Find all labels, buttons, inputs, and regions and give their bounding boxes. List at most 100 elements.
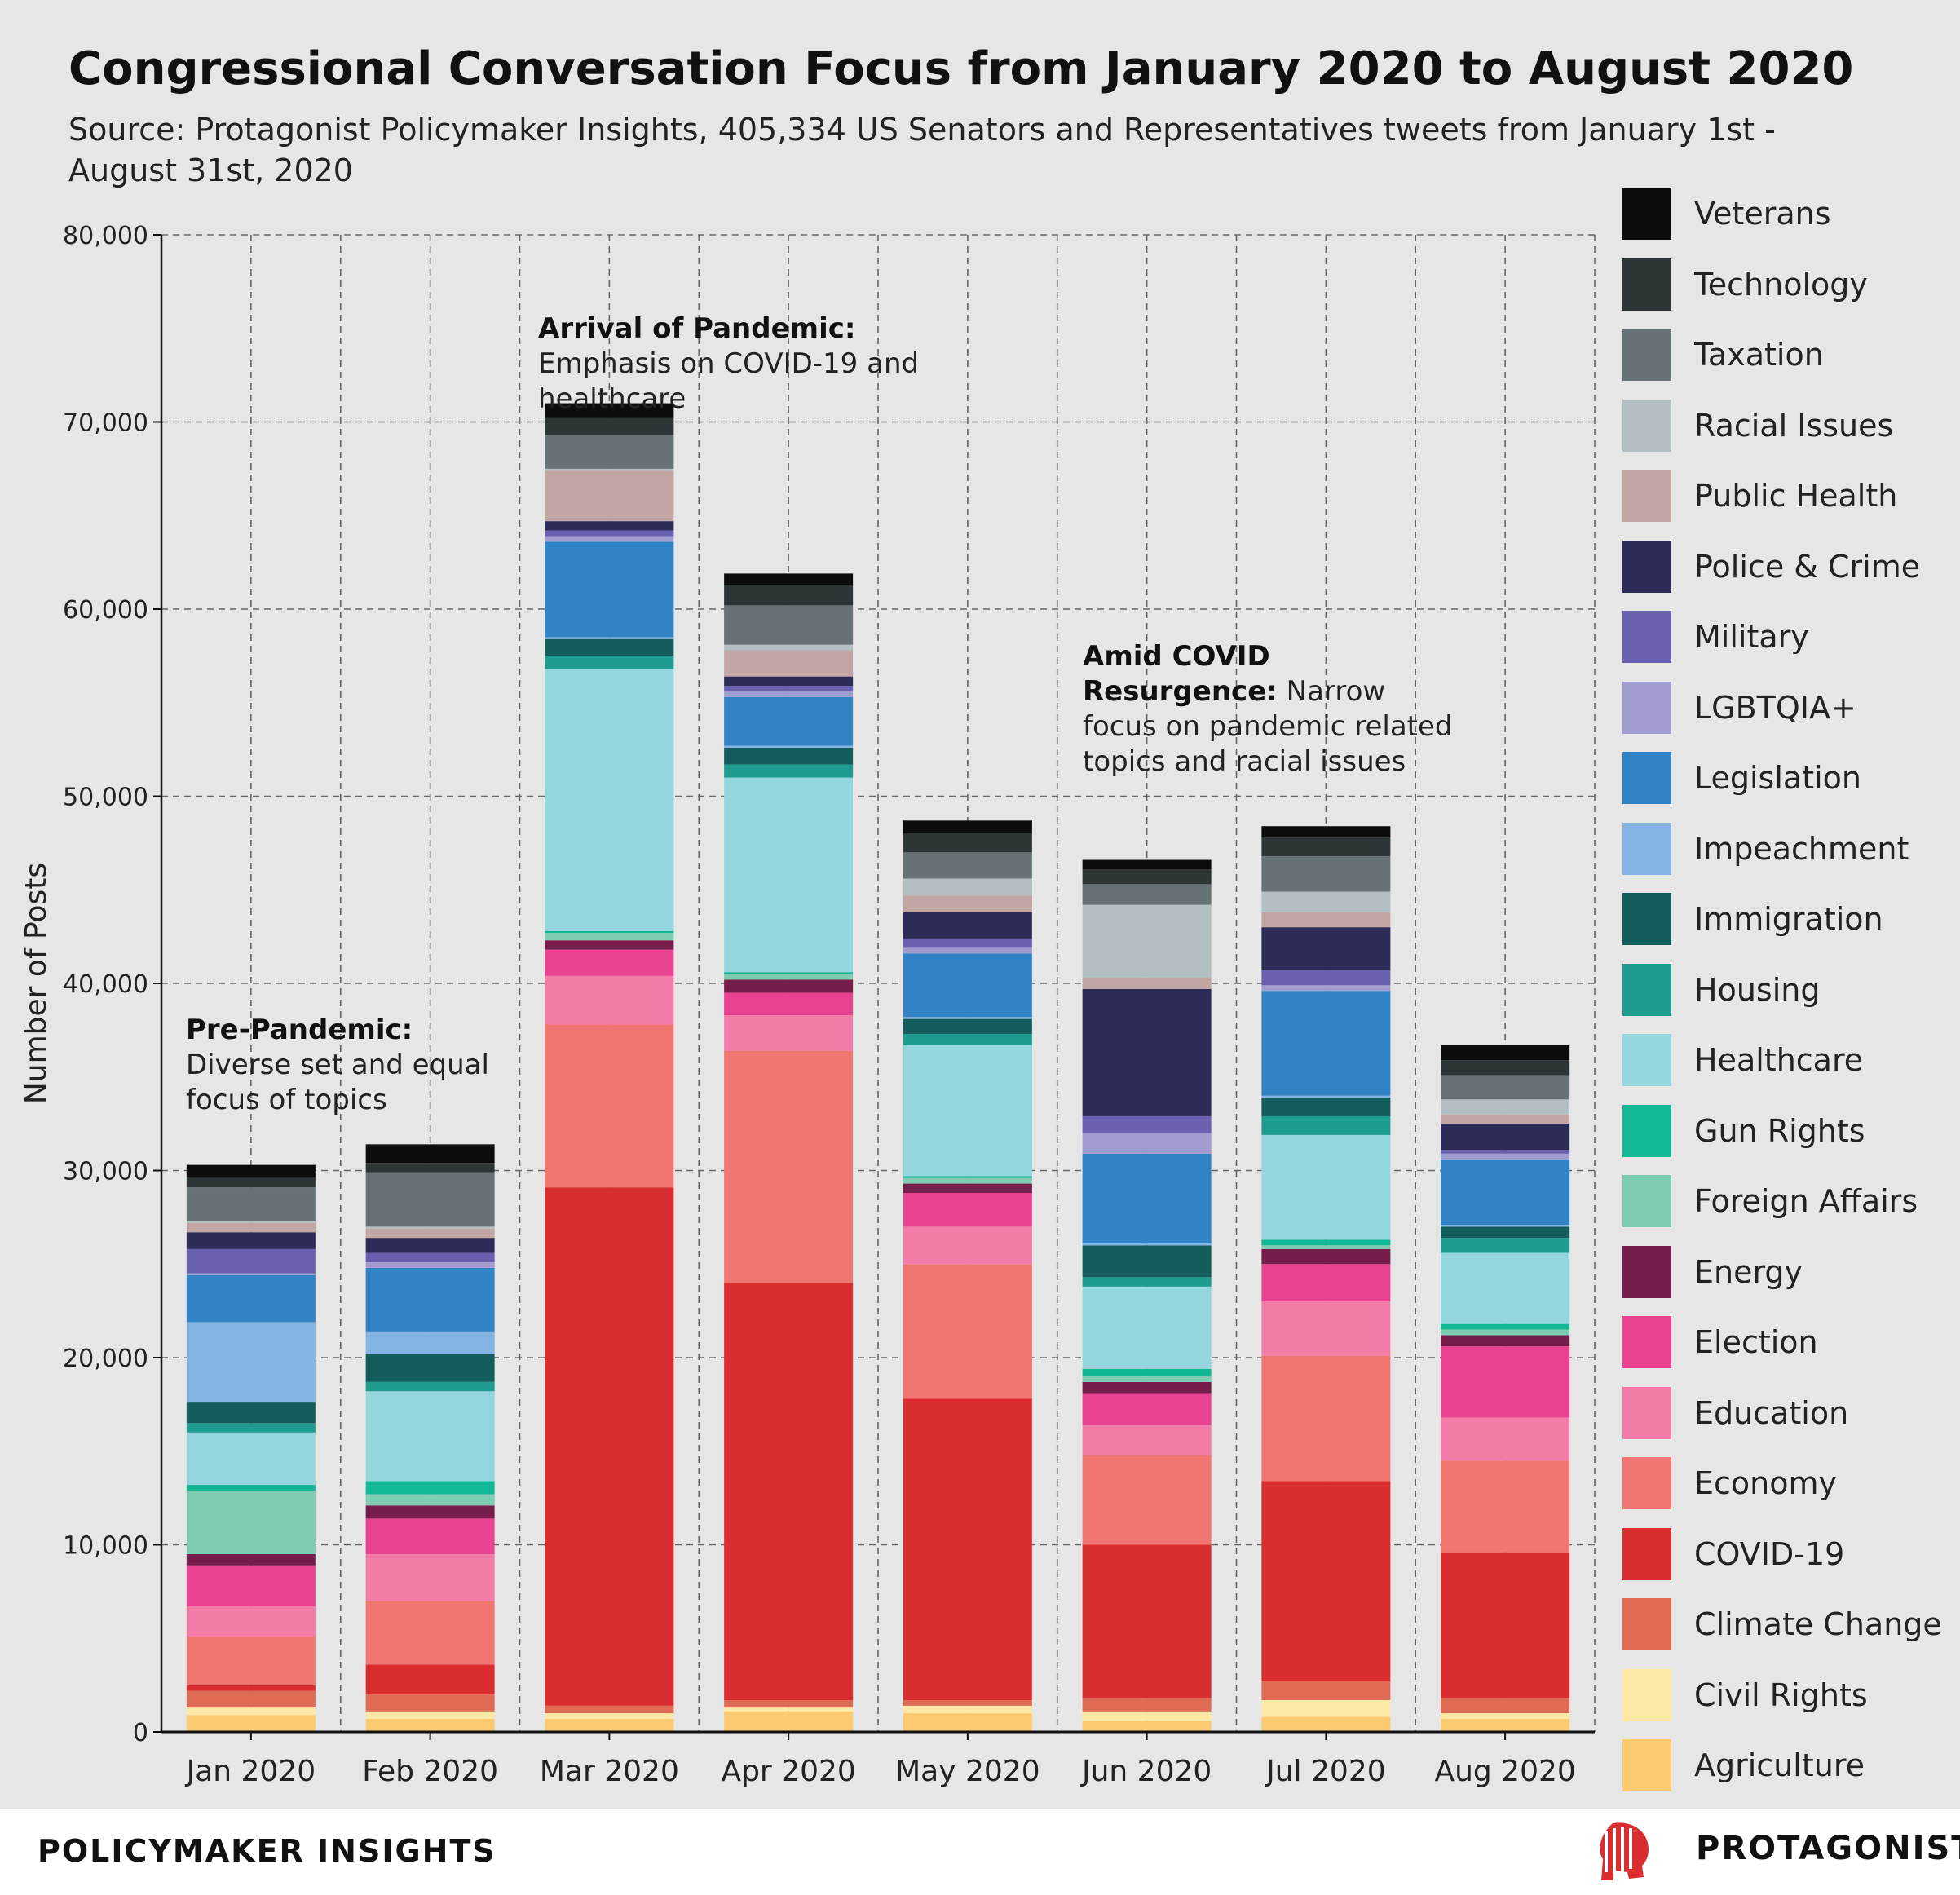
legend-item-education: Education bbox=[1622, 1386, 1949, 1441]
legend-swatch bbox=[1622, 1527, 1671, 1580]
legend-item-foreign-affairs: Foreign Affairs bbox=[1622, 1175, 1949, 1229]
bar-segment-immigration bbox=[1441, 1226, 1570, 1239]
bar-segment-economy bbox=[1082, 1455, 1212, 1545]
bar-segment-climate-change bbox=[186, 1690, 316, 1708]
bar-segment-housing bbox=[1082, 1277, 1212, 1287]
stacked-bar-chart: 0 10,000 20,000 30,000 40,000 50,000 60,000 70,… bbox=[20, 222, 1596, 1788]
legend-label: Legislation bbox=[1694, 760, 1861, 796]
legend-item-energy: Energy bbox=[1622, 1245, 1949, 1300]
chart-subtitle: Source: Protagonist Policymaker Insights… bbox=[68, 112, 1776, 188]
bar-segment-election bbox=[1441, 1346, 1570, 1418]
bar-segment-impeachment bbox=[903, 1017, 1032, 1019]
legend-swatch bbox=[1622, 1104, 1671, 1157]
legend-item-taxation: Taxation bbox=[1622, 329, 1949, 382]
bar-segment-gun-rights bbox=[365, 1481, 495, 1495]
bar-segment-energy bbox=[724, 979, 854, 993]
protagonist-brand: PROTAGONIST bbox=[1696, 1830, 1960, 1867]
bar-segment-healthcare bbox=[724, 777, 854, 973]
bar-segment-energy bbox=[1261, 1248, 1391, 1265]
legend-label: Gun Rights bbox=[1694, 1112, 1865, 1149]
annotation-pre-pandemic-bold: Pre-Pandemic: bbox=[186, 1014, 413, 1046]
legend-swatch bbox=[1622, 1457, 1671, 1509]
legend-item-agriculture: Agriculture bbox=[1622, 1739, 1949, 1793]
bar-segment-veterans bbox=[365, 1144, 495, 1164]
bar-segment-energy bbox=[186, 1553, 316, 1566]
legend-label: Taxation bbox=[1694, 337, 1824, 373]
legend-swatch bbox=[1622, 1668, 1671, 1721]
bar-segment-legislation bbox=[545, 541, 674, 638]
bar-segment-election bbox=[186, 1565, 316, 1607]
bar-segment-election bbox=[903, 1193, 1032, 1227]
bar-segment-foreign-affairs bbox=[1261, 1245, 1391, 1249]
bar-segment-taxation bbox=[1441, 1075, 1570, 1100]
bar-segment-civil-rights bbox=[545, 1713, 674, 1719]
bar-segment-public-health bbox=[724, 650, 854, 677]
bar-segment-taxation bbox=[545, 435, 674, 469]
y-tick-label: 40,000 bbox=[63, 970, 148, 999]
bar-segment-veterans bbox=[724, 573, 854, 585]
legend-label: LGBTQIA+ bbox=[1694, 689, 1856, 726]
annotation-resurgence-bold: Amid COVID Resurgence: bbox=[1083, 640, 1278, 708]
bar-segment-gun-rights bbox=[724, 972, 854, 974]
bar-segment-lgbtqia bbox=[1261, 985, 1391, 992]
bar-segment-civil-rights bbox=[1082, 1711, 1212, 1721]
bar-segment-education bbox=[724, 1015, 854, 1051]
bar-segment-housing bbox=[1261, 1115, 1391, 1135]
legend-swatch bbox=[1622, 329, 1671, 381]
bar-segment-technology bbox=[724, 585, 854, 606]
bar-segment-climate-change bbox=[545, 1705, 674, 1714]
bar-segment-police-crime bbox=[545, 521, 674, 531]
legend-swatch bbox=[1622, 1386, 1671, 1439]
legend-label: Healthcare bbox=[1694, 1042, 1864, 1078]
legend-item-technology: Technology bbox=[1622, 258, 1949, 312]
bar-segment-technology bbox=[1261, 837, 1391, 856]
legend-item-veterans: Veterans bbox=[1622, 188, 1949, 241]
bar-segment-military bbox=[903, 938, 1032, 948]
bar-segment-gun-rights bbox=[545, 930, 674, 934]
bar-segment-housing bbox=[1441, 1238, 1570, 1253]
bar-segment-climate-change bbox=[365, 1694, 495, 1712]
bar-segment-energy bbox=[1441, 1335, 1570, 1347]
y-axis-label: Number of Posts bbox=[20, 863, 53, 1104]
bar-segment-military bbox=[545, 530, 674, 537]
bar-segment-veterans bbox=[903, 820, 1032, 834]
bar-segment-foreign-affairs bbox=[545, 933, 674, 941]
legend-swatch bbox=[1622, 1739, 1671, 1791]
legend-item-military: Military bbox=[1622, 611, 1949, 665]
bar-segment-energy bbox=[1082, 1381, 1212, 1394]
bar-segment-housing bbox=[186, 1423, 316, 1433]
y-tick-label: 0 bbox=[133, 1719, 148, 1747]
bar-segment-technology bbox=[903, 833, 1032, 853]
bar-segment-gun-rights bbox=[1261, 1239, 1391, 1246]
bar-segment-impeachment bbox=[1441, 1225, 1570, 1227]
bar-segment-immigration bbox=[903, 1018, 1032, 1034]
bar-segment-agriculture bbox=[1082, 1721, 1212, 1732]
bar-segment-legislation bbox=[903, 953, 1032, 1018]
bar-segment-energy bbox=[365, 1505, 495, 1519]
x-tick-label: May 2020 bbox=[895, 1755, 1040, 1788]
bar-segment-police-crime bbox=[1082, 988, 1212, 1116]
annotation-resurgence-text: Narrow focus on pandemic related topics … bbox=[1083, 675, 1453, 778]
bar-segment-veterans bbox=[1261, 826, 1391, 837]
legend-label: COVID-19 bbox=[1694, 1535, 1845, 1572]
bar-segment-military bbox=[1261, 970, 1391, 986]
bar-segment-election bbox=[365, 1518, 495, 1554]
legend-swatch bbox=[1622, 540, 1671, 593]
bar-segment-agriculture bbox=[903, 1713, 1032, 1732]
y-tick-label: 70,000 bbox=[63, 409, 148, 438]
legend-item-immigration: Immigration bbox=[1622, 893, 1949, 947]
bar-segment-climate-change bbox=[1082, 1698, 1212, 1712]
bar-segment-immigration bbox=[724, 747, 854, 765]
bar-segment-legislation bbox=[1441, 1159, 1570, 1226]
bar-segment-military bbox=[1441, 1150, 1570, 1154]
legend-swatch bbox=[1622, 822, 1671, 875]
bar-segment-veterans bbox=[1082, 859, 1212, 870]
protagonist-logo-icon bbox=[1600, 1822, 1649, 1880]
bar-segment-education bbox=[1441, 1417, 1570, 1461]
bar-segment-public-health bbox=[545, 470, 674, 522]
bar-segment-covid-19 bbox=[1441, 1552, 1570, 1698]
x-tick-label: Feb 2020 bbox=[362, 1755, 498, 1788]
bar-segment-education bbox=[365, 1553, 495, 1601]
annotation-covid-resurgence: Amid COVID Resurgence: Narrow focus on p… bbox=[1083, 639, 1466, 780]
chart-title: Congressional Conversation Focus from Ja… bbox=[68, 42, 1854, 95]
